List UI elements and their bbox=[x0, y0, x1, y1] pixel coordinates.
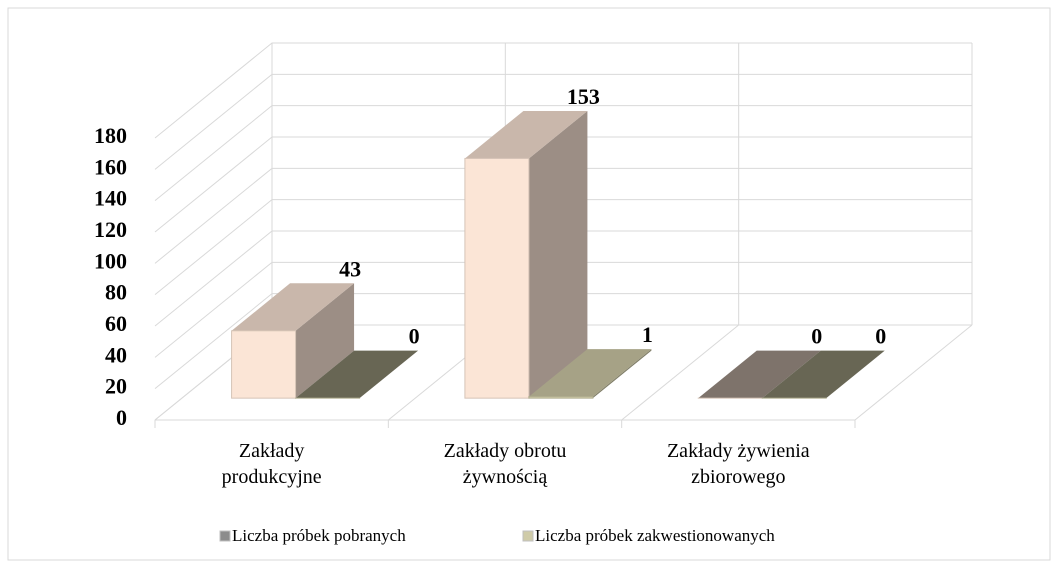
y-tick-label: 140 bbox=[94, 186, 127, 211]
bar-top bbox=[295, 350, 419, 399]
bar-top bbox=[464, 110, 588, 159]
x-tick-label: Zakłady obrotu żywnością bbox=[444, 440, 567, 488]
bar-top bbox=[762, 350, 885, 399]
bar bbox=[464, 110, 588, 399]
bar bbox=[761, 350, 885, 399]
bar bbox=[231, 283, 355, 399]
bar-front bbox=[528, 396, 594, 399]
data-label: 0 bbox=[811, 324, 822, 349]
x-tick-line: zbiorowego bbox=[691, 466, 785, 488]
bar-front bbox=[231, 330, 297, 399]
data-label: 43 bbox=[339, 256, 361, 281]
x-tick-line: Zakłady żywienia bbox=[667, 440, 810, 462]
x-tick-label: Zakłady żywienia zbiorowego bbox=[667, 440, 810, 488]
y-tick-label: 120 bbox=[94, 217, 127, 242]
bar-side bbox=[295, 283, 355, 399]
x-tick-line: produkcyjne bbox=[222, 466, 322, 488]
y-tick-label: 60 bbox=[105, 311, 127, 336]
bar-side bbox=[528, 110, 588, 399]
x-tick-line: żywnością bbox=[463, 466, 549, 488]
x-tick-label: Zakłady produkcyjne bbox=[222, 440, 322, 488]
data-label: 1 bbox=[642, 322, 653, 347]
bar-top bbox=[528, 349, 652, 397]
data-label: 0 bbox=[409, 324, 420, 349]
legend-label: Liczba próbek pobranych bbox=[232, 526, 406, 545]
x-tick-line: Zakłady obrotu bbox=[444, 440, 567, 462]
legend-marker bbox=[522, 530, 534, 542]
y-tick-label: 100 bbox=[94, 248, 127, 273]
bar-top bbox=[231, 283, 355, 331]
y-tick-label: 40 bbox=[105, 342, 127, 367]
bar-side bbox=[592, 349, 652, 399]
x-tick-line: Zakłady bbox=[239, 440, 305, 462]
y-tick-label: 0 bbox=[116, 405, 127, 430]
legend-marker bbox=[219, 530, 231, 542]
y-tick-label: 180 bbox=[94, 123, 127, 148]
floor-line bbox=[621, 324, 739, 421]
bar bbox=[295, 350, 419, 399]
legend-label: Liczba próbek zakwestionowanych bbox=[535, 526, 775, 545]
bar-front bbox=[464, 157, 530, 399]
floor-line bbox=[854, 324, 973, 421]
y-tick-label: 160 bbox=[94, 154, 127, 179]
bar-top bbox=[698, 350, 821, 399]
y-tick-label: 80 bbox=[105, 280, 127, 305]
y-tick-label: 20 bbox=[105, 374, 127, 399]
data-label: 0 bbox=[875, 324, 886, 349]
bar bbox=[528, 349, 652, 399]
data-label: 153 bbox=[567, 84, 600, 109]
